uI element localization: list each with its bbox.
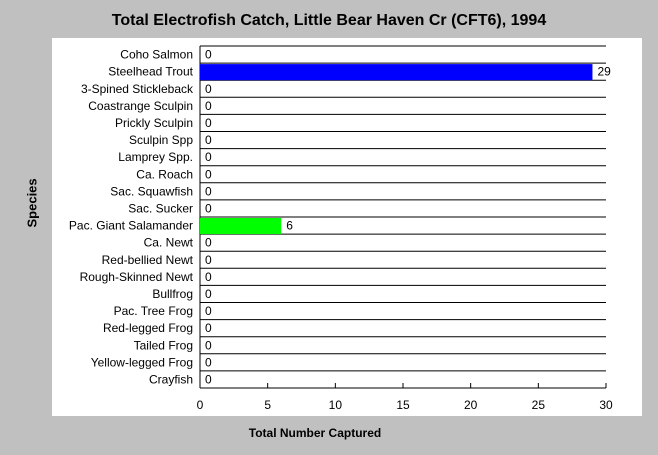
category-label: Red-bellied Newt: [102, 253, 194, 267]
x-axis-label: Total Number Captured: [248, 426, 382, 440]
chart-title: Total Electrofish Catch, Little Bear Hav…: [111, 12, 547, 29]
data-label: 0: [205, 287, 212, 301]
data-label: 0: [205, 167, 212, 181]
category-label: Crayfish: [149, 372, 193, 386]
data-label: 0: [205, 150, 212, 164]
category-label: Tailed Frog: [134, 338, 193, 352]
category-label: Pac. Giant Salamander: [69, 219, 193, 233]
x-tick-label: 0: [197, 398, 204, 412]
x-tick-label: 30: [599, 398, 613, 412]
x-tick-label: 25: [532, 398, 546, 412]
data-label: 0: [205, 133, 212, 147]
category-label: Coastrange Sculpin: [88, 99, 193, 113]
category-label: Lamprey Spp.: [118, 150, 193, 164]
data-label: 0: [205, 116, 212, 130]
category-label: Yellow-legged Frog: [91, 355, 193, 369]
bar: [200, 218, 282, 235]
category-label: Ca. Roach: [136, 167, 193, 181]
category-label: Bullfrog: [152, 287, 193, 301]
category-label: Sculpin Spp: [129, 133, 193, 147]
plot-panel: [52, 38, 642, 416]
data-label: 0: [205, 321, 212, 335]
data-label: 0: [205, 338, 212, 352]
category-label: Rough-Skinned Newt: [80, 270, 194, 284]
category-label: Sac. Sucker: [128, 201, 193, 215]
category-label: Prickly Sculpin: [115, 116, 193, 130]
x-tick-label: 10: [329, 398, 343, 412]
category-label: Red-legged Frog: [103, 321, 193, 335]
x-tick-label: 15: [396, 398, 410, 412]
category-label: Pac. Tree Frog: [114, 304, 193, 318]
bar: [200, 64, 593, 81]
category-label: Coho Salmon: [120, 48, 193, 62]
data-label: 0: [205, 184, 212, 198]
data-label: 0: [205, 253, 212, 267]
data-label: 0: [205, 48, 212, 62]
category-label: Steelhead Trout: [108, 65, 193, 79]
data-label: 0: [205, 236, 212, 250]
x-tick-label: 20: [464, 398, 478, 412]
data-label: 6: [286, 219, 293, 233]
data-label: 0: [205, 355, 212, 369]
x-tick-label: 5: [264, 398, 271, 412]
data-label: 0: [205, 201, 212, 215]
data-label: 0: [205, 270, 212, 284]
data-label: 29: [597, 65, 611, 79]
category-label: Ca. Newt: [144, 236, 194, 250]
data-label: 0: [205, 99, 212, 113]
data-label: 0: [205, 304, 212, 318]
data-label: 0: [205, 82, 212, 96]
data-label: 0: [205, 372, 212, 386]
category-label: 3-Spined Stickleback: [81, 82, 194, 96]
category-label: Sac. Squawfish: [110, 184, 193, 198]
